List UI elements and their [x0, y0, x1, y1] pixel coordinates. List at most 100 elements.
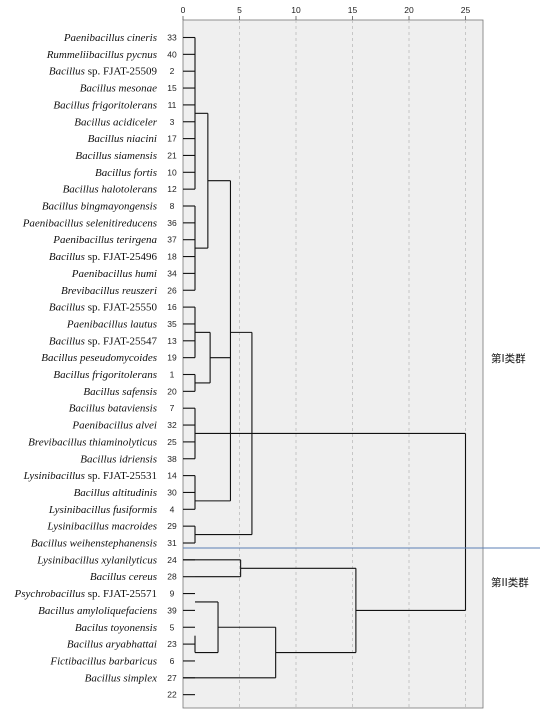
species-name: Paenibacillus alvei	[71, 420, 157, 432]
species-name: Lysinibacillus fusiformis	[48, 504, 157, 516]
leaf-id: 6	[170, 656, 175, 666]
leaf-id: 35	[167, 319, 177, 329]
species-name: Psychrobacillus sp. FJAT-25571	[14, 588, 158, 600]
species-name: Bacillus altitudinis	[74, 487, 157, 499]
leaf-id: 13	[167, 336, 177, 346]
species-strain: sp. FJAT-25547	[88, 335, 158, 347]
species-name: Bacillus safensis	[83, 386, 157, 398]
species-name: Bacillus halotolerans	[63, 184, 157, 196]
leaf-id: 27	[167, 673, 177, 683]
leaf-id: 16	[167, 302, 177, 312]
species-name: Paenibacillus terirgena	[52, 234, 157, 246]
leaf-id: 31	[167, 538, 177, 548]
species-name: Brevibacillus reuszeri	[61, 285, 157, 297]
species-name: Bacillus niacini	[88, 133, 157, 145]
species-name: Fictibacillus barbaricus	[49, 655, 157, 667]
group-label-2: 第II类群	[491, 576, 529, 589]
species-name: Bacillus frigoritolerans	[53, 369, 157, 381]
leaf-id: 30	[167, 487, 177, 497]
species-name: Rummeliibacillus pycnus	[46, 49, 157, 61]
species-name: Bacillus sp. FJAT-25509	[49, 66, 158, 78]
leaf-id: 29	[167, 521, 177, 531]
species-name: Lysinibacillus sp. FJAT-25531	[23, 470, 157, 482]
leaf-id: 36	[167, 218, 177, 228]
species-name: Bacillus sp. FJAT-25496	[49, 251, 158, 263]
group-label-1: 第I类群	[491, 352, 526, 365]
species-name: Bacillus acidiceler	[74, 116, 157, 128]
species-name: Bacillus fortis	[95, 167, 157, 179]
species-name: Bacilus toyonensis	[75, 622, 157, 634]
leaf-id: 34	[167, 268, 177, 278]
tick-label: 20	[404, 5, 414, 15]
leaf-id: 17	[167, 134, 177, 144]
species-name: Bacillus aryabhattai	[67, 639, 157, 651]
species-strain: sp. FJAT-25550	[88, 302, 158, 314]
species-name: Bacillus frigoritolerans	[53, 99, 157, 111]
species-genus: Bacillus	[49, 251, 88, 263]
species-name: Bacillus simplex	[85, 672, 158, 684]
species-name: Bacillus sp. FJAT-25547	[49, 335, 158, 347]
leaf-id: 12	[167, 184, 177, 194]
species-name: Bacillus weihenstephanensis	[31, 538, 157, 550]
species-name: Lysinibacillus xylanilyticus	[36, 554, 157, 566]
leaf-id: 24	[167, 555, 177, 565]
leaf-labels: Paenibacillus cineris 33 Rummeliibacillus …	[14, 32, 177, 700]
leaf-id: 2	[170, 66, 175, 76]
species-name: Bacillus bataviensis	[69, 403, 157, 415]
species-name: Bacillus sp. FJAT-25550	[49, 302, 158, 314]
leaf-id: 25	[167, 437, 177, 447]
leaf-id: 3	[170, 117, 175, 127]
leaf-id: 20	[167, 386, 177, 396]
grid-lines	[239, 20, 466, 708]
species-strain: sp. FJAT-25509	[88, 66, 158, 78]
tick-label: 0	[181, 5, 186, 15]
species-strain: sp. FJAT-25531	[88, 470, 157, 482]
species-name: Bacillus cereus	[90, 571, 157, 583]
leaf-id: 5	[170, 622, 175, 632]
leaf-id: 39	[167, 605, 177, 615]
species-name: Paenibacillus humi	[71, 268, 157, 280]
species-name: Paenibacillus cineris	[63, 32, 157, 44]
leaf-id: 4	[170, 504, 175, 514]
species-name: Bacillus peseudomycoides	[41, 352, 157, 364]
axis-ticks: 0 5 10 15 20 25	[181, 5, 471, 20]
species-name: Bacillus idriensis	[80, 453, 157, 465]
leaf-id: 11	[168, 100, 177, 110]
dendrogram-links	[183, 36, 467, 696]
leaf-id: 40	[167, 49, 177, 59]
species-genus: Bacillus	[49, 302, 88, 314]
leaf-id: 1	[170, 370, 175, 380]
tick-label: 15	[348, 5, 358, 15]
species-name: Lysinibacillus macroides	[46, 521, 157, 533]
species-name: Bacillus mesonae	[80, 83, 157, 95]
leaf-id: 18	[167, 252, 177, 262]
leaf-id: 19	[167, 353, 177, 363]
species-genus: Lysinibacillus	[23, 470, 88, 482]
species-name: Brevibacillus thiaminolyticus	[28, 436, 157, 448]
tick-label: 25	[461, 5, 471, 15]
leaf-id: 22	[167, 690, 177, 700]
leaf-id: 38	[167, 454, 177, 464]
species-genus: Bacillus	[49, 335, 88, 347]
species-genus: Psychrobacillus	[14, 588, 88, 600]
species-strain: sp. FJAT-25496	[88, 251, 158, 263]
leaf-id: 7	[170, 403, 175, 413]
leaf-id: 28	[167, 572, 177, 582]
leaf-id: 14	[167, 471, 177, 481]
leaf-id: 33	[167, 33, 177, 43]
tick-label: 10	[291, 5, 301, 15]
leaf-id: 8	[170, 201, 175, 211]
leaf-id: 21	[167, 150, 177, 160]
plot-area	[182, 19, 484, 709]
species-name: Paenibacillus selenitireducens	[22, 217, 157, 229]
leaf-id: 37	[167, 235, 177, 245]
species-name: Bacillus bingmayongensis	[42, 201, 157, 213]
species-name: Paenibacillus lautus	[66, 318, 157, 330]
leaf-id: 23	[167, 639, 177, 649]
leaf-id: 32	[167, 420, 177, 430]
leaf-id: 15	[167, 83, 177, 93]
tick-label: 5	[237, 5, 242, 15]
species-name: Bacillus amyloliquefaciens	[38, 605, 157, 617]
